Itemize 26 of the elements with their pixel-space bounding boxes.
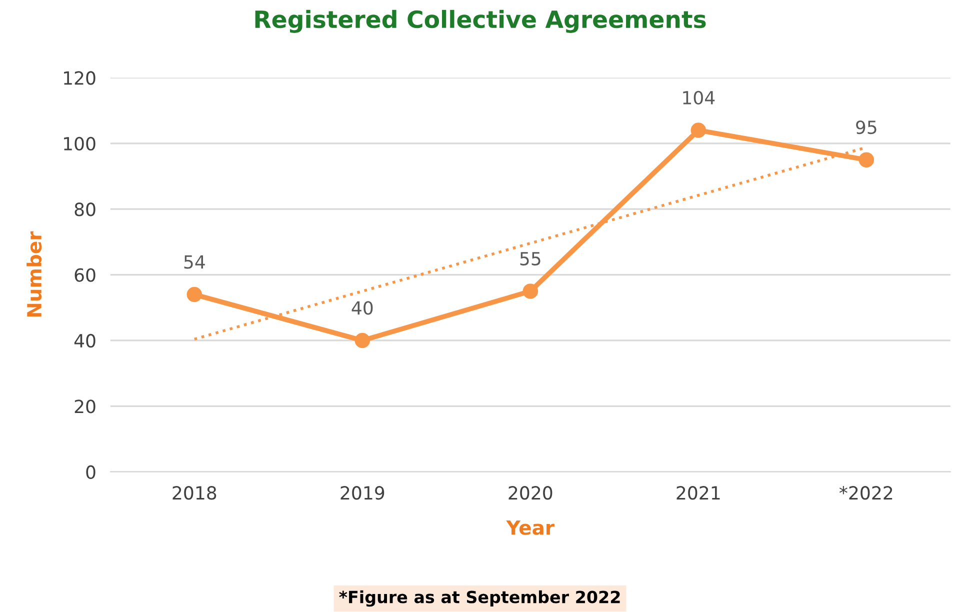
y-tick-label: 20	[74, 400, 96, 414]
data-label: 95	[856, 120, 876, 134]
x-tick-label: 2018	[172, 486, 216, 500]
point	[858, 152, 874, 168]
data-label: 104	[683, 90, 715, 105]
x-tick-label: 2019	[340, 486, 384, 500]
y-tick-label: 60	[74, 268, 96, 282]
y-axis-title: Number	[26, 231, 42, 317]
x-tick-label: 2020	[508, 486, 552, 500]
x-axis-title: Year	[506, 520, 554, 535]
point	[186, 286, 202, 302]
x-tick-label: *2022	[839, 486, 892, 500]
data-label: 40	[352, 301, 373, 315]
y-tick-label: 0	[86, 465, 96, 479]
y-tick-label: 100	[64, 136, 96, 151]
y-tick-label: 40	[74, 334, 96, 348]
data-label: 55	[520, 252, 540, 266]
point	[354, 332, 370, 348]
y-tick-label: 80	[74, 202, 96, 216]
data-label: 54	[184, 255, 205, 269]
x-tick-label: 2021	[676, 486, 720, 500]
y-tick-label: 120	[64, 71, 96, 85]
text: *Figure as at September 2022	[339, 590, 620, 607]
point	[690, 122, 706, 138]
point	[522, 284, 538, 299]
chart-title: Registered Collective Agreements	[255, 10, 706, 33]
